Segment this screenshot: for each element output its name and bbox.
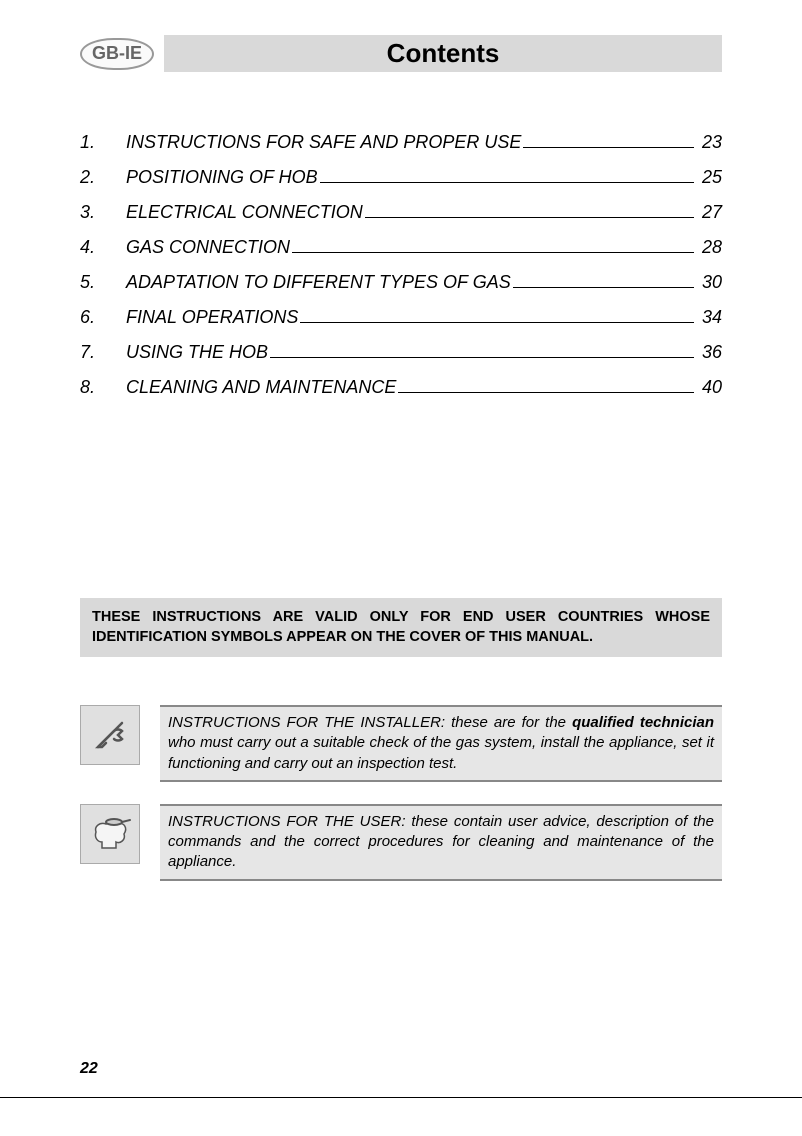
toc-item: 4. GAS CONNECTION 28 (80, 237, 722, 258)
toc-title: POSITIONING OF HOB (126, 167, 318, 188)
installer-rest: who must carry out a suitable check of t… (168, 734, 714, 771)
toc-number: 1. (80, 132, 126, 153)
toc-leader (320, 182, 694, 183)
toc-leader (523, 147, 694, 148)
toc-page: 34 (698, 307, 722, 328)
toc-item: 2. POSITIONING OF HOB 25 (80, 167, 722, 188)
toc-title: FINAL OPERATIONS (126, 307, 298, 328)
toc-page: 36 (698, 342, 722, 363)
toc-item: 5. ADAPTATION TO DIFFERENT TYPES OF GAS … (80, 272, 722, 293)
toc-item: 1. INSTRUCTIONS FOR SAFE AND PROPER USE … (80, 132, 722, 153)
toc-item: 7. USING THE HOB 36 (80, 342, 722, 363)
header-row: GB-IE Contents (80, 35, 722, 72)
toc-page: 40 (698, 377, 722, 398)
installer-lead: INSTRUCTIONS FOR THE INSTALLER: these ar… (168, 714, 572, 731)
toc-leader (365, 217, 694, 218)
toc-page: 25 (698, 167, 722, 188)
language-badge: GB-IE (80, 38, 154, 70)
chef-hat-icon (80, 804, 140, 864)
validity-notice: THESE INSTRUCTIONS ARE VALID ONLY FOR EN… (80, 598, 722, 657)
toc-number: 3. (80, 202, 126, 223)
wrench-icon (80, 705, 140, 765)
toc-number: 5. (80, 272, 126, 293)
installer-instructions: INSTRUCTIONS FOR THE INSTALLER: these ar… (80, 705, 722, 782)
toc-leader (292, 252, 694, 253)
toc-number: 8. (80, 377, 126, 398)
toc-page: 27 (698, 202, 722, 223)
toc-leader (398, 392, 694, 393)
page-number: 22 (80, 1060, 98, 1078)
user-text: INSTRUCTIONS FOR THE USER: these contain… (160, 804, 722, 881)
toc-title: ELECTRICAL CONNECTION (126, 202, 363, 223)
toc-leader (300, 322, 694, 323)
table-of-contents: 1. INSTRUCTIONS FOR SAFE AND PROPER USE … (80, 132, 722, 398)
toc-number: 2. (80, 167, 126, 188)
user-instructions: INSTRUCTIONS FOR THE USER: these contain… (80, 804, 722, 881)
toc-number: 4. (80, 237, 126, 258)
page-title: Contents (164, 35, 722, 72)
toc-leader (270, 357, 694, 358)
toc-title: GAS CONNECTION (126, 237, 290, 258)
installer-text: INSTRUCTIONS FOR THE INSTALLER: these ar… (160, 705, 722, 782)
toc-title: CLEANING AND MAINTENANCE (126, 377, 396, 398)
toc-number: 7. (80, 342, 126, 363)
toc-item: 6. FINAL OPERATIONS 34 (80, 307, 722, 328)
toc-leader (513, 287, 694, 288)
toc-title: INSTRUCTIONS FOR SAFE AND PROPER USE (126, 132, 521, 153)
toc-title: USING THE HOB (126, 342, 268, 363)
toc-page: 23 (698, 132, 722, 153)
footer-rule (0, 1097, 802, 1098)
toc-item: 8. CLEANING AND MAINTENANCE 40 (80, 377, 722, 398)
toc-page: 28 (698, 237, 722, 258)
toc-number: 6. (80, 307, 126, 328)
toc-item: 3. ELECTRICAL CONNECTION 27 (80, 202, 722, 223)
toc-page: 30 (698, 272, 722, 293)
toc-title: ADAPTATION TO DIFFERENT TYPES OF GAS (126, 272, 511, 293)
installer-bold: qualified technician (572, 714, 714, 731)
